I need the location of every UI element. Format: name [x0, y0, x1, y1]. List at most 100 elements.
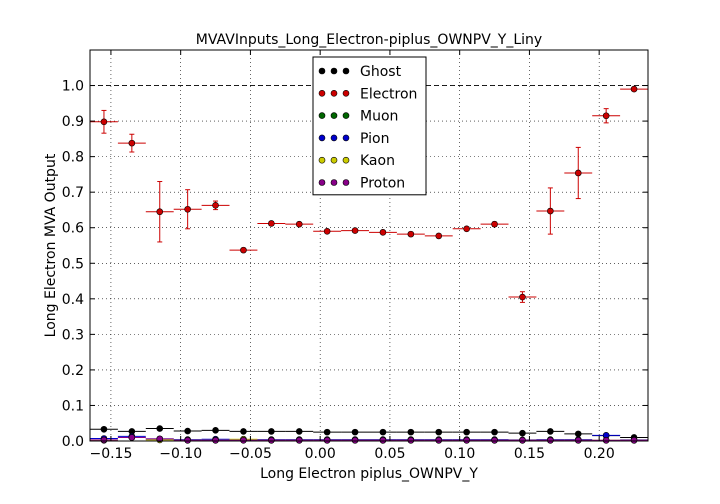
plot-frame — [89, 49, 649, 442]
data-point — [184, 427, 191, 435]
legend-label: Proton — [360, 176, 405, 192]
data-point — [547, 207, 554, 215]
data-point — [240, 436, 247, 444]
legend-marker — [330, 67, 338, 75]
legend-marker — [342, 156, 350, 164]
legend-item-proton: Proton — [318, 176, 405, 192]
legend-marker — [330, 112, 338, 119]
data-point — [268, 436, 275, 444]
legend-marker — [330, 90, 338, 97]
y-tick-label: 1.0 — [62, 79, 84, 95]
x-axis-title: Long Electron piplus_OWNPV_Y — [260, 466, 478, 482]
legend-marker — [318, 90, 326, 97]
data-point — [547, 436, 554, 444]
data-point — [379, 436, 387, 444]
data-point — [602, 112, 610, 120]
x-tick-label: 0.15 — [514, 446, 545, 462]
data-point — [602, 436, 610, 444]
data-point — [519, 429, 526, 437]
legend-marker — [318, 67, 326, 75]
data-point — [379, 229, 387, 236]
data-point — [295, 436, 303, 444]
tick-layer: −0.15 −0.10 −0.05 0.00 0.05 0.10 0.15 0.20 0.0 0.… — [62, 50, 648, 462]
data-point — [574, 169, 582, 177]
data-point — [268, 428, 275, 435]
legend-marker — [342, 112, 350, 119]
y-tick-label: 0.0 — [62, 434, 84, 450]
data-point — [295, 220, 303, 228]
data-point — [351, 227, 359, 234]
data-point — [351, 428, 359, 436]
data-point — [547, 428, 554, 435]
data-point — [212, 436, 219, 444]
data-point — [491, 428, 498, 436]
series-electron — [90, 85, 648, 303]
data-point — [156, 425, 164, 432]
x-tick-label: −0.05 — [229, 446, 272, 462]
legend-marker — [330, 156, 338, 164]
data-point — [435, 436, 443, 444]
legend-label: Electron — [360, 86, 417, 102]
data-point — [212, 202, 219, 209]
data-point — [574, 430, 582, 438]
y-tick-label: 0.9 — [62, 114, 84, 130]
legend-item-electron: Electron — [318, 86, 417, 102]
data-point — [323, 428, 331, 436]
y-tick-label: 0.5 — [62, 256, 84, 272]
data-point — [630, 85, 638, 93]
y-tick-label: 0.4 — [62, 292, 84, 308]
data-point — [268, 220, 275, 227]
x-tick-label: −0.15 — [89, 446, 132, 462]
x-tick-label: 0.00 — [305, 446, 336, 462]
data-point — [630, 436, 638, 444]
data-point — [212, 427, 219, 434]
y-axis-title: Long Electron MVA Output — [43, 153, 59, 337]
x-tick-label: 0.05 — [374, 446, 405, 462]
data-point — [574, 436, 582, 444]
data-point — [323, 436, 331, 444]
legend-label: Ghost — [360, 64, 402, 80]
y-tick-label: 0.2 — [62, 363, 84, 379]
data-point — [240, 246, 247, 254]
legend-marker — [318, 156, 326, 164]
data-point — [295, 428, 303, 435]
data-point — [240, 428, 247, 435]
legend-item-kaon: Kaon — [318, 153, 395, 169]
legend-marker — [330, 179, 338, 186]
legend-marker — [342, 179, 350, 186]
data-point — [491, 436, 498, 444]
legend-marker — [342, 90, 350, 97]
data-point — [407, 436, 415, 444]
data-point — [100, 436, 108, 444]
legend-marker — [342, 134, 350, 142]
legend-box — [312, 56, 427, 196]
legend-marker — [318, 179, 326, 186]
data-point — [519, 436, 526, 444]
legend-item-ghost: Ghost — [318, 64, 402, 80]
data-point — [463, 225, 470, 233]
legend-item-muon: Muon — [318, 109, 398, 125]
data-point — [379, 428, 387, 436]
data-point — [128, 434, 136, 441]
x-tick-label: −0.10 — [159, 446, 202, 462]
data-point — [407, 230, 415, 238]
data-point — [156, 208, 164, 216]
data-point — [491, 220, 498, 228]
data-point — [519, 293, 526, 301]
data-point — [156, 435, 164, 443]
x-tick-label: 0.20 — [584, 446, 615, 462]
legend-item-pion: Pion — [318, 131, 389, 147]
data-point — [128, 139, 136, 147]
legend: Ghost Electron Muon Pion Kaon Proton — [312, 56, 427, 196]
legend-label: Muon — [360, 109, 398, 125]
y-tick-label: 0.8 — [62, 150, 84, 166]
y-tick-label: 0.7 — [62, 185, 84, 201]
y-tick-label: 0.6 — [62, 221, 84, 237]
data-point — [100, 425, 108, 433]
data-point — [323, 227, 331, 235]
data-point — [351, 436, 359, 444]
data-point — [463, 428, 470, 436]
data-point — [407, 428, 415, 436]
data-point — [100, 118, 108, 126]
